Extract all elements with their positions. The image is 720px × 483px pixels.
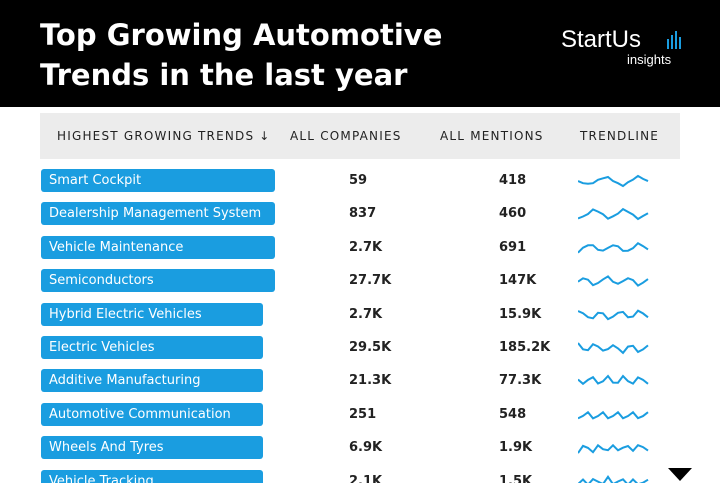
trendline-path (578, 241, 649, 254)
trendline (578, 275, 649, 288)
companies: 21.3K (349, 373, 392, 389)
companies: 59 (349, 173, 368, 188)
trendline-path (578, 309, 649, 320)
trendline (578, 174, 649, 188)
trend-button[interactable]: Automotive Communication (41, 402, 263, 426)
logo-sub: insights (627, 52, 672, 67)
trendline-path (578, 474, 649, 483)
trendline (578, 309, 649, 320)
trendline-path (578, 444, 649, 454)
column-header[interactable]: HIGHEST GROWING TRENDS ↓ (57, 129, 271, 143)
mentions: 185.2K (499, 340, 551, 355)
mentions: 548 (499, 406, 527, 422)
trend-button[interactable]: Additive Manufacturing (41, 369, 263, 393)
trendline-path (578, 275, 649, 288)
trendline (578, 374, 649, 386)
trend-button[interactable]: Smart Cockpit (41, 169, 275, 192)
trendline (578, 474, 649, 483)
trend-button[interactable]: Dealership Management System (41, 202, 275, 226)
column-header[interactable]: ALL COMPANIES (290, 129, 402, 143)
mentions: 1.9K (499, 440, 533, 456)
mentions: 691 (499, 239, 527, 255)
companies: 6.9K (349, 440, 383, 456)
trendline (578, 241, 649, 254)
trend-button[interactable]: Hybrid Electric Vehicles (41, 302, 263, 326)
trendline (578, 410, 649, 420)
companies: 2.7K (349, 239, 383, 255)
companies: 27.7K (349, 273, 392, 289)
table-header: HIGHEST GROWING TRENDS ↓ ALL COMPANIES A… (40, 113, 680, 159)
companies: 837 (349, 206, 377, 222)
trendline-path (578, 374, 649, 386)
trendline-path (578, 208, 649, 221)
trendline-path (578, 174, 649, 188)
mentions: 147K (499, 273, 537, 289)
mentions: 1.5K (499, 473, 533, 483)
column-header[interactable]: ALL MENTIONS (440, 129, 544, 143)
column-header[interactable]: TRENDLINE (580, 129, 660, 143)
companies: 251 (349, 406, 377, 422)
trend-button[interactable]: Semiconductors (41, 269, 275, 293)
header: Top Growing Automotive Trends in the las… (0, 0, 720, 107)
trendline (578, 342, 649, 355)
companies: 2.7K (349, 306, 383, 322)
mentions: 15.9K (499, 306, 542, 322)
companies: 29.5K (349, 340, 392, 355)
title: Top Growing Automotive (40, 18, 443, 52)
scroll-arrow[interactable] (668, 468, 692, 482)
companies: 2.1K (349, 473, 383, 483)
mentions: 460 (499, 206, 527, 222)
trend-button[interactable]: Electric Vehicles (41, 336, 263, 359)
mentions: 418 (499, 173, 527, 188)
trend-button[interactable]: Vehicle Maintenance (41, 235, 275, 259)
trend-button[interactable]: Wheels And Tyres (41, 436, 263, 460)
trendline (578, 208, 649, 221)
trendline (578, 444, 649, 454)
logo: StartUs (561, 26, 642, 53)
trendline-path (578, 410, 649, 420)
title: Trends in the last year (40, 58, 408, 92)
mentions: 77.3K (499, 373, 542, 389)
trend-button[interactable]: Vehicle Tracking (41, 469, 263, 483)
trendline-path (578, 342, 649, 355)
logo-icon (667, 31, 681, 49)
